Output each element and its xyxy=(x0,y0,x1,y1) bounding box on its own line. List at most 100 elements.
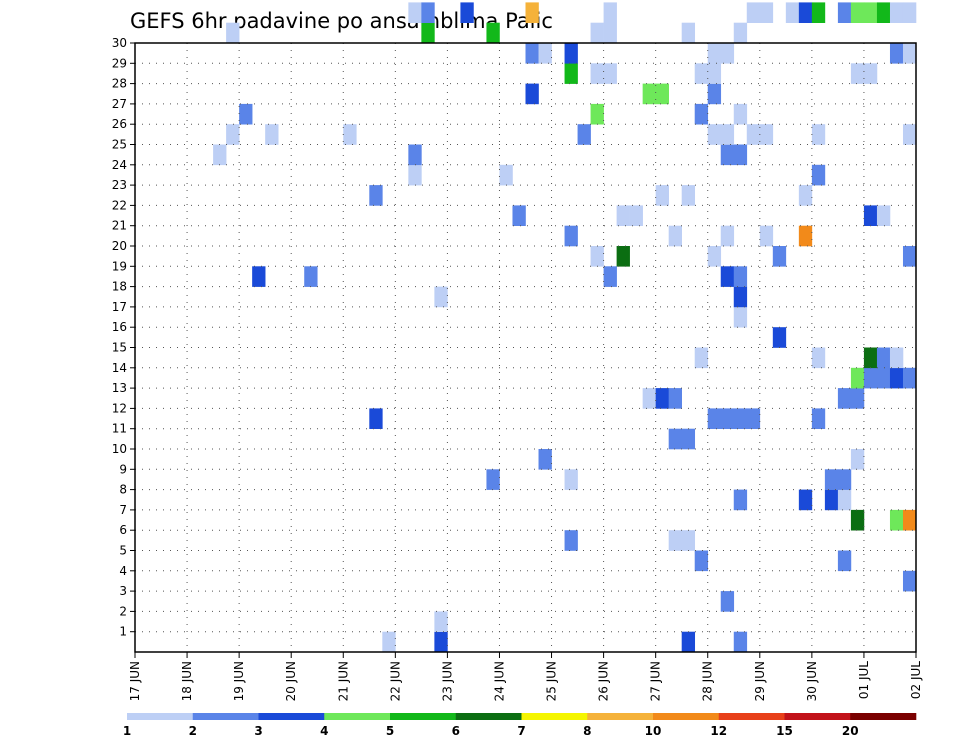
legend-swatch xyxy=(324,713,391,720)
heatmap-cell xyxy=(902,43,917,64)
heatmap-cell xyxy=(720,124,735,145)
x-axis-ticks: 17 JUN 18 JUN 19 JUN 20 JUN 21 JUN 22 JUN 23 J… xyxy=(128,652,923,701)
heatmap-cell xyxy=(538,449,552,470)
heatmap-cell xyxy=(733,266,748,287)
heatmap-cell xyxy=(369,408,383,429)
heatmap-cell xyxy=(707,408,722,429)
heatmap-cell xyxy=(863,367,878,389)
y-tick-label: 9 xyxy=(119,462,127,476)
heatmap-cell xyxy=(668,388,682,409)
heatmap-cell xyxy=(850,63,865,84)
plot-frame xyxy=(134,42,917,653)
x-tick-label: 02 JUL xyxy=(909,661,923,699)
y-tick-label: 13 xyxy=(112,381,127,395)
heatmap-cell xyxy=(577,124,591,145)
legend-label: 5 xyxy=(386,724,394,738)
heatmap-cell xyxy=(785,2,800,24)
heatmap-cell xyxy=(525,2,539,24)
legend-swatch xyxy=(127,713,194,720)
y-tick-label: 20 xyxy=(112,239,127,253)
heatmap-cell xyxy=(759,225,774,247)
heatmap-cell xyxy=(564,225,578,247)
y-tick-label: 15 xyxy=(112,341,127,355)
heatmap-cell xyxy=(837,550,852,572)
legend-label: 15 xyxy=(776,724,793,738)
heatmap-cell xyxy=(564,43,578,64)
heatmap-cell xyxy=(772,327,787,348)
heatmap-cell xyxy=(850,509,865,531)
heatmap-cell xyxy=(434,631,448,653)
heatmap-cell xyxy=(525,83,539,105)
heatmap-cell xyxy=(850,367,865,389)
heatmap-cell xyxy=(850,449,865,470)
legend-swatch xyxy=(455,713,522,720)
heatmap-cell xyxy=(499,164,513,186)
heatmap-cell xyxy=(733,286,748,308)
heatmap-cell xyxy=(837,388,852,409)
heatmap-cell xyxy=(733,306,748,328)
heatmap-cell xyxy=(590,22,604,44)
heatmap-cell xyxy=(733,22,748,44)
legend-label: 1 xyxy=(123,724,131,738)
heatmap-cell xyxy=(655,388,669,409)
heatmap-cell xyxy=(902,2,917,24)
heatmap-cell xyxy=(837,469,852,490)
heatmap-cell xyxy=(681,631,696,653)
x-tick-label: 30 JUN xyxy=(805,661,819,701)
heatmap-cell xyxy=(824,469,839,490)
heatmap-cell xyxy=(564,63,578,84)
y-tick-label: 7 xyxy=(119,503,127,517)
legend-swatch xyxy=(390,713,457,720)
x-tick-label: 26 JUN xyxy=(597,661,611,701)
legend-label: 3 xyxy=(254,724,262,738)
x-tick-label: 27 JUN xyxy=(649,661,663,701)
heatmap-cell xyxy=(902,570,917,592)
x-tick-label: 18 JUN xyxy=(180,661,194,701)
heatmap-cell xyxy=(720,591,735,612)
y-tick-label: 18 xyxy=(112,280,127,294)
heatmap-cell xyxy=(798,185,813,206)
y-tick-label: 23 xyxy=(112,178,127,192)
legend-label: 7 xyxy=(517,724,525,738)
heatmap-cell xyxy=(408,164,422,186)
heatmap-cell xyxy=(837,489,852,511)
heatmap-cell xyxy=(733,489,748,511)
heatmap-cell xyxy=(486,469,500,490)
heatmap-cell xyxy=(720,144,735,166)
heatmap-cell xyxy=(226,22,240,44)
x-tick-label: 24 JUN xyxy=(492,661,506,701)
heatmap-cell xyxy=(343,124,357,145)
heatmap-cell xyxy=(707,63,722,84)
heatmap-cell xyxy=(863,347,878,369)
heatmap-cell xyxy=(434,286,448,308)
heatmap-cell xyxy=(421,22,435,44)
heatmap-cell xyxy=(733,144,748,166)
heatmap-cell xyxy=(616,205,630,226)
heatmap-cell xyxy=(603,266,617,287)
y-tick-label: 12 xyxy=(112,401,127,415)
y-tick-label: 28 xyxy=(112,77,127,91)
heatmap-cell xyxy=(746,2,761,24)
legend-label: 6 xyxy=(452,724,460,738)
heatmap-cell xyxy=(863,63,878,84)
y-tick-label: 17 xyxy=(112,300,127,314)
x-tick-label: 17 JUN xyxy=(128,661,142,701)
heatmap-cell xyxy=(239,103,253,125)
heatmap-cell xyxy=(694,347,709,369)
y-tick-label: 29 xyxy=(112,56,127,70)
x-tick-label: 29 JUN xyxy=(753,661,767,701)
heatmap-cell xyxy=(707,83,722,105)
y-tick-label: 11 xyxy=(112,422,127,436)
heatmap-cell xyxy=(798,2,813,24)
heatmap-cell xyxy=(668,225,682,247)
heatmap-cell xyxy=(707,124,722,145)
heatmap-cell xyxy=(798,489,813,511)
heatmap-cell xyxy=(798,225,813,247)
heatmap-cell xyxy=(876,367,891,389)
heatmap-cell xyxy=(759,2,774,24)
y-tick-label: 3 xyxy=(119,584,127,598)
heatmap-cell xyxy=(434,611,448,632)
heatmap-cell xyxy=(707,246,722,267)
heatmap-cell xyxy=(746,408,761,429)
